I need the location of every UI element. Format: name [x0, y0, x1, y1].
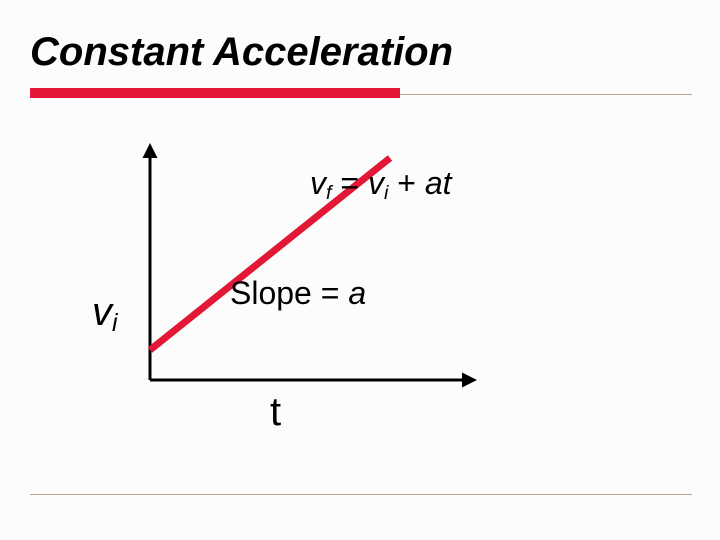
equation-plus: +	[388, 165, 424, 201]
equation-eq: =	[332, 165, 368, 201]
x-axis-t: t	[270, 390, 281, 434]
x-axis-label: t	[270, 390, 281, 435]
y-axis-sub: i	[112, 310, 118, 337]
slope-a: a	[348, 275, 366, 311]
slope-label: Slope = a	[230, 275, 366, 312]
equation-vf-v: v	[310, 165, 326, 201]
y-axis-label: vi	[92, 290, 118, 335]
title-underline-red	[30, 88, 400, 98]
equation-vi-v: v	[368, 165, 384, 201]
slide-title: Constant Acceleration	[30, 30, 453, 75]
kinematic-equation: vf = vi + at	[310, 165, 452, 202]
title-underline-thin	[400, 94, 692, 95]
slope-prefix: Slope =	[230, 275, 348, 311]
equation-at: at	[425, 165, 452, 201]
equation-vf-sub: f	[326, 182, 332, 204]
equation-vi-sub: i	[384, 182, 388, 204]
footer-divider	[30, 494, 692, 495]
y-axis-v: v	[92, 290, 112, 334]
